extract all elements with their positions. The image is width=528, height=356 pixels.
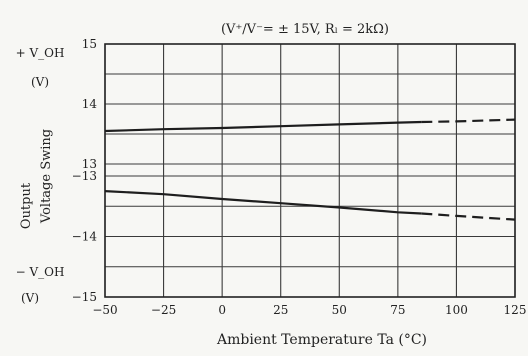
y-tick-label: 14 [82,97,98,111]
x-tick-label: 25 [273,303,288,317]
x-tick-label: 50 [332,303,347,317]
y-upper-label: + V_OH [16,46,65,60]
y-tick-label: 15 [82,37,97,51]
x-tick-label: 100 [445,303,468,317]
y-axis-label-output: Output [19,182,34,229]
y-tick-label: −14 [72,230,98,244]
positive-swing-line-extrapolated [421,118,516,124]
y-axis-label-voltage-swing: Voltage Swing [39,129,54,224]
y-lower-unit: (V) [21,291,39,305]
y-tick-label: 13 [82,157,97,171]
grid [104,43,516,298]
x-tick-label: 125 [504,303,527,317]
plot-frame [104,43,516,298]
negative-swing-line-extrapolated [421,212,516,221]
chart-title: (V⁺/V⁻= ± 15V, Rₗ = 2kΩ) [221,22,389,37]
x-axis-label: Ambient Temperature Ta (°C) [216,332,427,348]
series-layer [104,118,516,221]
positive-swing-line [104,120,422,133]
x-tick-label: 75 [390,303,405,317]
x-tick-label: −50 [92,303,117,317]
y-tick-label: −15 [72,290,97,304]
x-tick-label: 0 [218,303,226,317]
x-tick-label: −25 [151,303,176,317]
negative-swing-line [104,190,422,215]
y-tick-label: −13 [72,169,97,183]
y-upper-unit: (V) [31,75,49,89]
y-lower-label: − V_OH [16,265,65,279]
tick-labels: −50 −25 0 25 50 75 100 125 15 14 13−13 −14 −15 [72,37,527,317]
